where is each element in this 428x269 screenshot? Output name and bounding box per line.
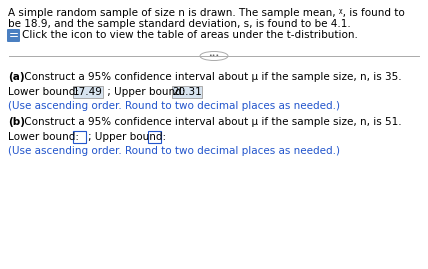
FancyBboxPatch shape (148, 131, 161, 143)
Text: (Use ascending order. Round to two decimal places as needed.): (Use ascending order. Round to two decim… (8, 146, 340, 156)
Text: (a): (a) (8, 72, 25, 82)
Text: 17.49: 17.49 (73, 87, 103, 97)
Text: Construct a 95% confidence interval about μ if the sample size, n, is 51.: Construct a 95% confidence interval abou… (21, 117, 401, 127)
Text: ; Upper bound:: ; Upper bound: (88, 132, 169, 142)
Text: 20.31: 20.31 (172, 87, 202, 97)
Text: ; Upper bound:: ; Upper bound: (104, 87, 189, 97)
Text: Construct a 95% confidence interval about μ if the sample size, n, is 35.: Construct a 95% confidence interval abou… (21, 72, 401, 82)
Text: (Use ascending order. Round to two decimal places as needed.): (Use ascending order. Round to two decim… (8, 101, 340, 111)
FancyBboxPatch shape (73, 86, 103, 98)
Text: Click the icon to view the table of areas under the t-distribution.: Click the icon to view the table of area… (22, 30, 358, 40)
Text: A simple random sample of size n is drawn. The sample mean, ᵡ, is found to: A simple random sample of size n is draw… (8, 8, 405, 18)
Text: Lower bound:: Lower bound: (8, 87, 82, 97)
Text: (b): (b) (8, 117, 25, 127)
Ellipse shape (200, 51, 228, 61)
FancyBboxPatch shape (73, 131, 86, 143)
FancyBboxPatch shape (172, 86, 202, 98)
FancyBboxPatch shape (7, 29, 20, 42)
Text: Lower bound:: Lower bound: (8, 132, 82, 142)
Text: •••: ••• (208, 54, 220, 58)
Text: be 18.9, and the sample standard deviation, s, is found to be 4.1.: be 18.9, and the sample standard deviati… (8, 19, 351, 29)
